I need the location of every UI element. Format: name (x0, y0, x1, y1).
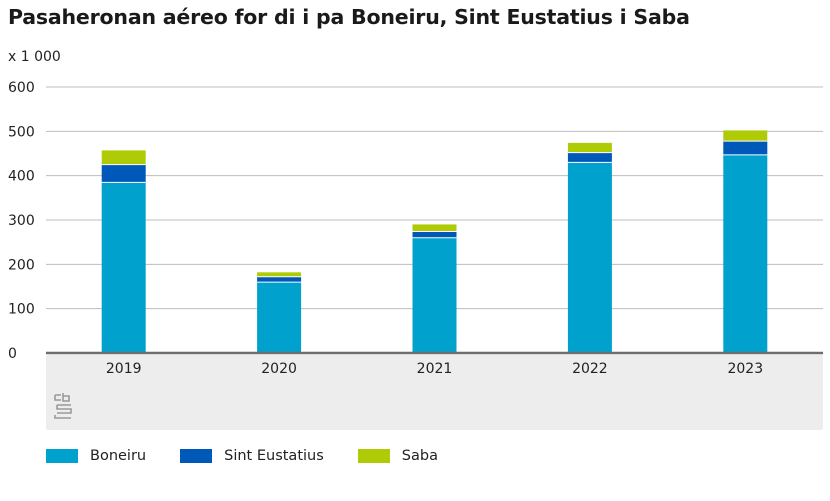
legend-item-boneiru: Boneiru (46, 448, 146, 464)
y-tick-label: 400 (8, 169, 35, 185)
legend-swatch-sint-eustatius (180, 449, 213, 463)
y-tick-label: 600 (8, 80, 35, 96)
cbs-logo-icon (54, 393, 72, 419)
legend-swatch-boneiru (46, 449, 78, 463)
x-tick-label: 2019 (106, 361, 142, 377)
bar-saba-2022 (567, 142, 612, 153)
y-axis-tick-labels: 0 100 200 300 400 500 600 (8, 80, 35, 362)
y-tick-label: 0 (8, 346, 17, 362)
legend-item-sint-eustatius: Sint Eustatius (180, 448, 324, 464)
bar-boneiru-2020 (257, 282, 302, 353)
legend-label-sint-eustatius: Sint Eustatius (224, 448, 324, 464)
x-axis-tick-labels: 2019 2020 2021 2022 2023 (106, 361, 763, 377)
bar-boneiru-2019 (101, 182, 146, 353)
x-axis-band (46, 355, 823, 430)
bar-sint-eustatius-2020 (257, 276, 302, 283)
y-tick-label: 100 (8, 302, 35, 318)
legend-label-boneiru: Boneiru (90, 448, 147, 464)
bar-sint-eustatius-2019 (101, 164, 146, 183)
legend: Boneiru Sint Eustatius Saba (46, 448, 472, 464)
y-tick-label: 200 (8, 257, 35, 273)
y-tick-label: 300 (8, 213, 35, 229)
legend-swatch-saba (357, 449, 390, 463)
legend-label-saba: Saba (401, 448, 438, 464)
y-axis-unit-label: x 1 000 (8, 49, 61, 65)
bar-sint-eustatius-2021 (412, 231, 457, 238)
bars (101, 130, 768, 353)
x-tick-label: 2023 (727, 361, 763, 377)
bar-saba-2021 (412, 224, 457, 232)
bar-saba-2023 (723, 130, 768, 142)
x-tick-label: 2021 (417, 361, 453, 377)
bar-sint-eustatius-2023 (723, 141, 768, 155)
bar-saba-2019 (101, 150, 146, 165)
gridlines (46, 86, 823, 310)
bar-boneiru-2023 (723, 154, 768, 353)
bar-sint-eustatius-2022 (567, 152, 612, 163)
bar-boneiru-2021 (412, 237, 457, 353)
legend-item-saba: Saba (357, 448, 438, 464)
bar-saba-2020 (257, 272, 302, 277)
bar-boneiru-2022 (567, 162, 612, 353)
x-tick-label: 2022 (572, 361, 608, 377)
chart-title: Pasaheronan aéreo for di i pa Boneiru, S… (8, 5, 690, 29)
x-tick-label: 2020 (261, 361, 297, 377)
y-tick-label: 500 (8, 124, 35, 140)
